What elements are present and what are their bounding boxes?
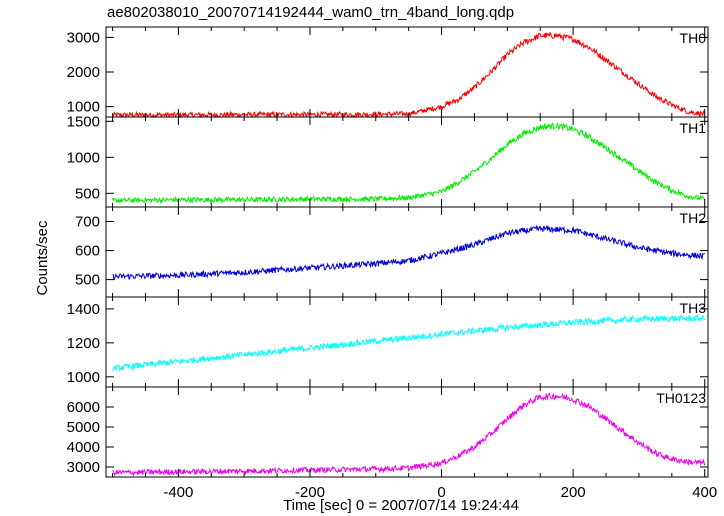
- y-tick-label-th0123-5000: 5000: [67, 419, 100, 436]
- x-tick-label-0: 0: [437, 484, 445, 501]
- y-tick-label-th0123-3000: 3000: [67, 459, 100, 476]
- y-tick-label-th3-1400: 1400: [67, 301, 100, 318]
- panel-frame-th1: [105, 116, 709, 208]
- panel-frame-th0123: [105, 386, 709, 478]
- y-tick-label-th0-2000: 2000: [67, 64, 100, 81]
- x-tick-label--400: -400: [163, 484, 193, 501]
- series-line-th0: [112, 31, 706, 119]
- panel-frame-th2: [105, 206, 709, 298]
- series-line-th1: [112, 122, 706, 205]
- x-tick-label-400: 400: [692, 484, 717, 501]
- y-tick-label-th0123-6000: 6000: [67, 399, 100, 416]
- series-line-th3: [112, 313, 706, 373]
- y-tick-label-th2-500: 500: [75, 272, 100, 289]
- chart-title: ae802038010_20070714192444_wam0_trn_4ban…: [107, 4, 514, 21]
- series-line-th0123: [112, 392, 706, 477]
- y-tick-label-th0123-4000: 4000: [67, 439, 100, 456]
- y-tick-label-th0-3000: 3000: [67, 29, 100, 46]
- band-label-th1: TH1: [680, 120, 707, 136]
- x-tick-label--200: -200: [295, 484, 325, 501]
- y-tick-label-th2-700: 700: [75, 214, 100, 231]
- series-line-th2: [112, 224, 705, 281]
- x-tick-label-200: 200: [561, 484, 586, 501]
- band-label-th0123: TH0123: [656, 390, 706, 406]
- panel-frame-th0: [105, 26, 709, 118]
- y-tick-label-th3-1200: 1200: [67, 335, 100, 352]
- x-axis-label: Time [sec] 0 = 2007/07/14 19:24:44: [283, 497, 519, 514]
- y-tick-label-th3-1000: 1000: [67, 369, 100, 386]
- y-tick-label-th1-1000: 1000: [67, 149, 100, 166]
- y-axis-label: Counts/sec: [34, 220, 51, 296]
- band-label-th3: TH3: [680, 300, 707, 316]
- panel-frame-th3: [105, 296, 709, 388]
- y-tick-label-th1-1500: 1500: [67, 113, 100, 130]
- band-label-th0: TH0: [680, 30, 707, 46]
- y-tick-label-th2-600: 600: [75, 243, 100, 260]
- y-tick-label-th1-500: 500: [75, 185, 100, 202]
- band-label-th2: TH2: [680, 210, 707, 226]
- y-tick-label-th0-1000: 1000: [67, 99, 100, 116]
